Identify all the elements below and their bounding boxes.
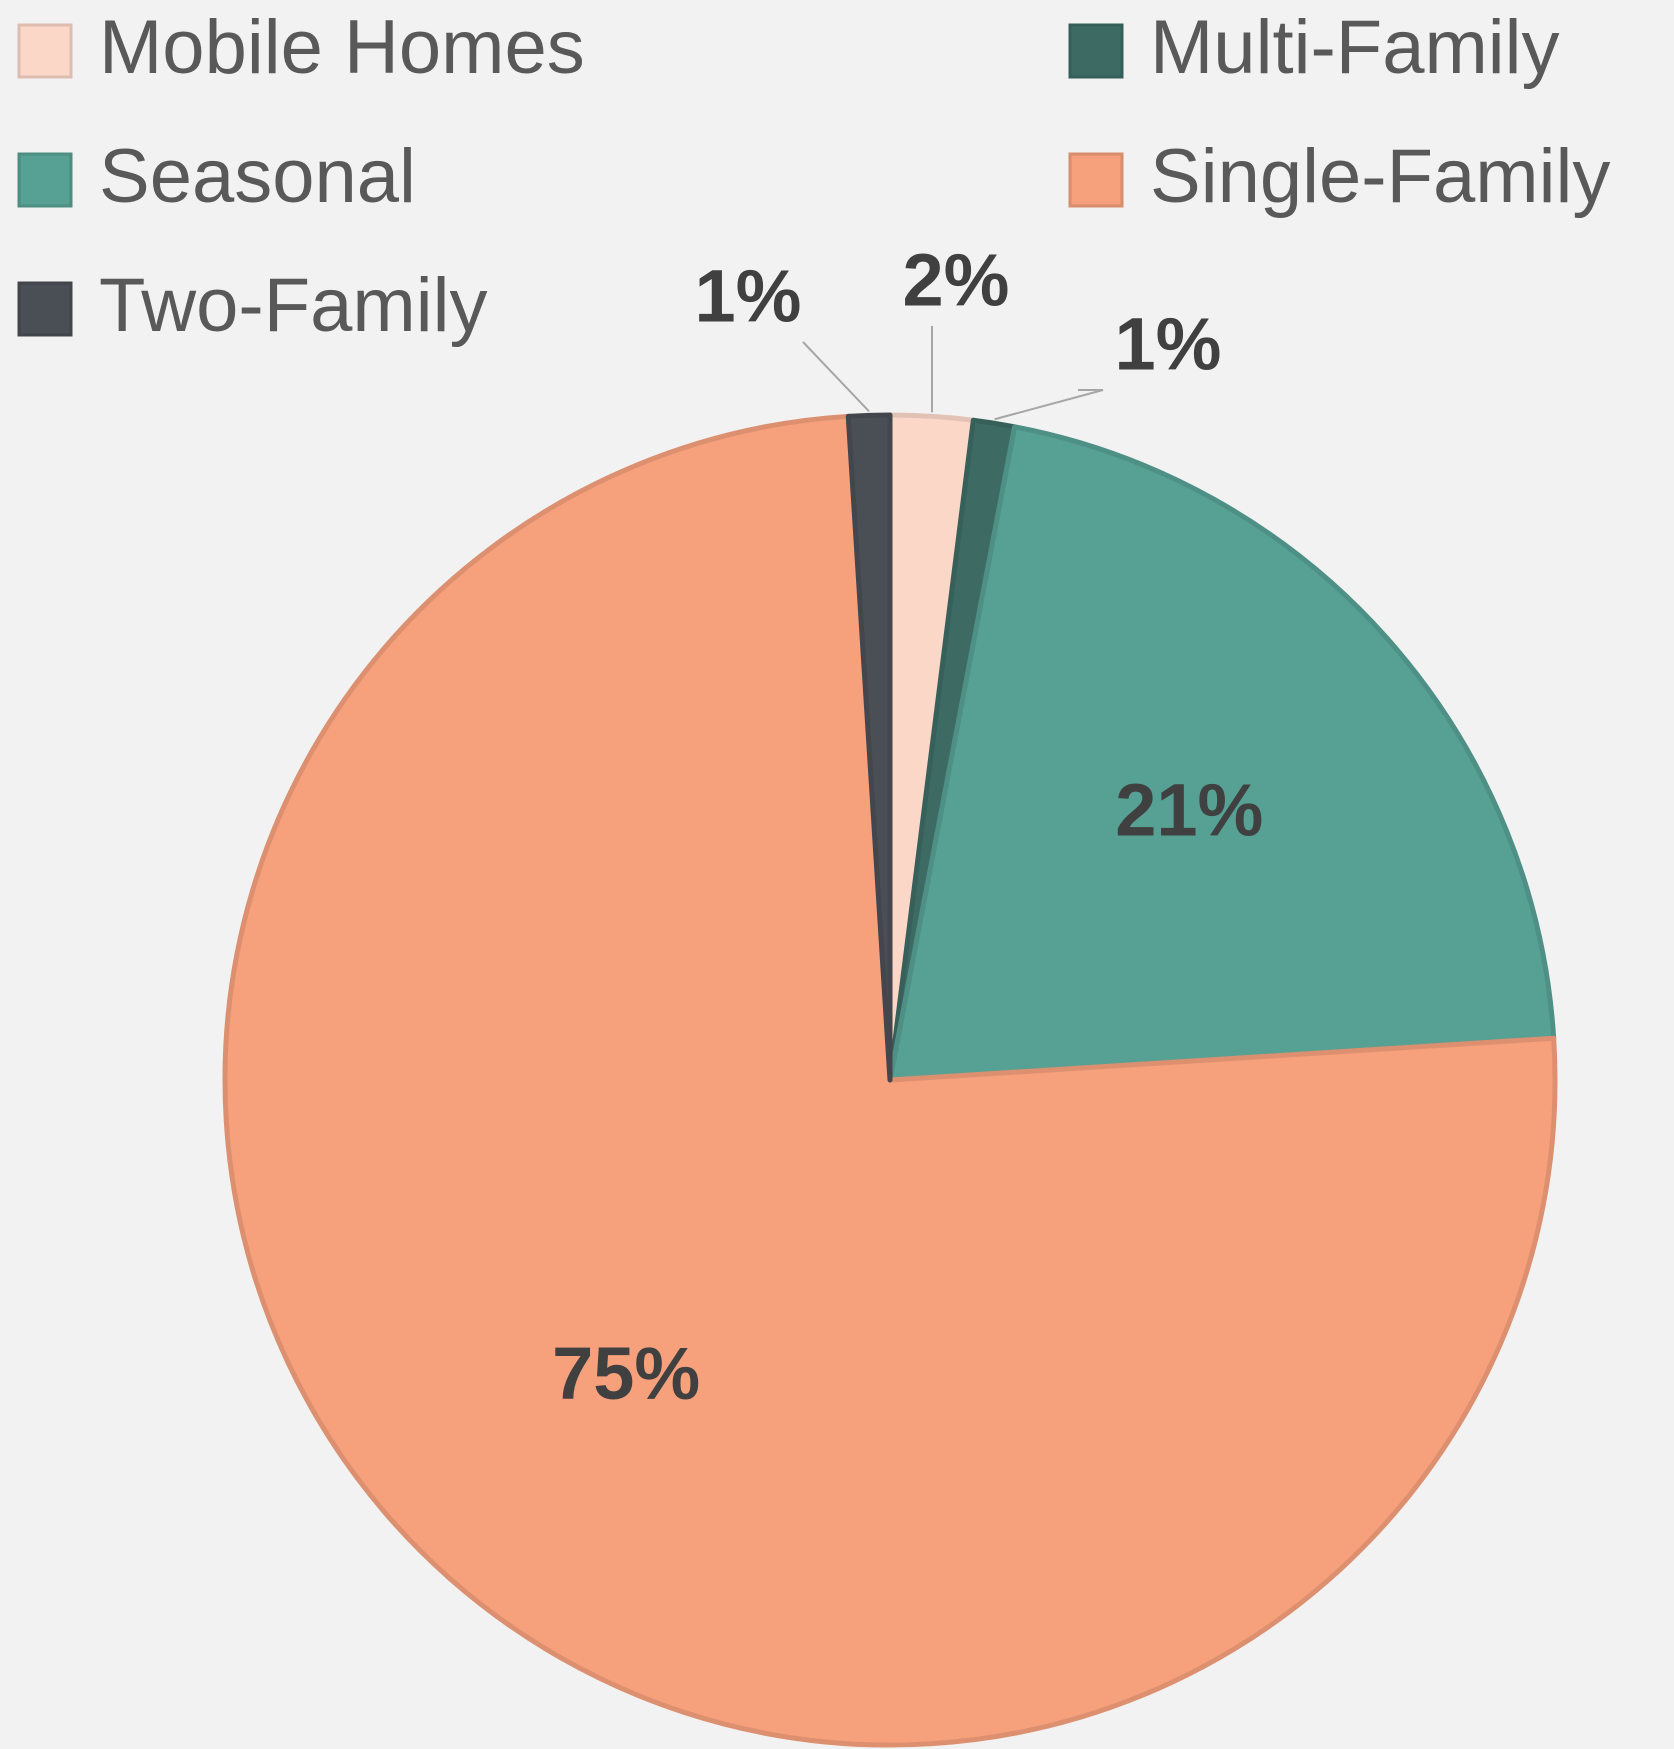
legend-label: Multi-Family bbox=[1150, 5, 1560, 90]
data-label: 21% bbox=[1115, 769, 1263, 852]
leader-line bbox=[994, 389, 1104, 421]
legend-swatch bbox=[1068, 23, 1124, 79]
data-label: 75% bbox=[552, 1332, 700, 1415]
legend-swatch bbox=[17, 281, 73, 337]
legend-swatch bbox=[17, 152, 73, 208]
data-label: 2% bbox=[903, 239, 1010, 322]
data-label: 1% bbox=[695, 255, 802, 338]
pie-slice bbox=[887, 424, 1557, 1083]
data-label: 1% bbox=[1115, 303, 1222, 386]
legend-swatch bbox=[1068, 152, 1124, 208]
legend-label: Mobile Homes bbox=[99, 5, 585, 90]
pie-slice bbox=[845, 412, 893, 1083]
legend-label: Seasonal bbox=[99, 134, 416, 219]
leader-line bbox=[802, 341, 870, 413]
legend-label: Single-Family bbox=[1150, 134, 1610, 219]
legend-label: Two-Family bbox=[99, 263, 487, 348]
legend-swatch bbox=[17, 23, 73, 79]
